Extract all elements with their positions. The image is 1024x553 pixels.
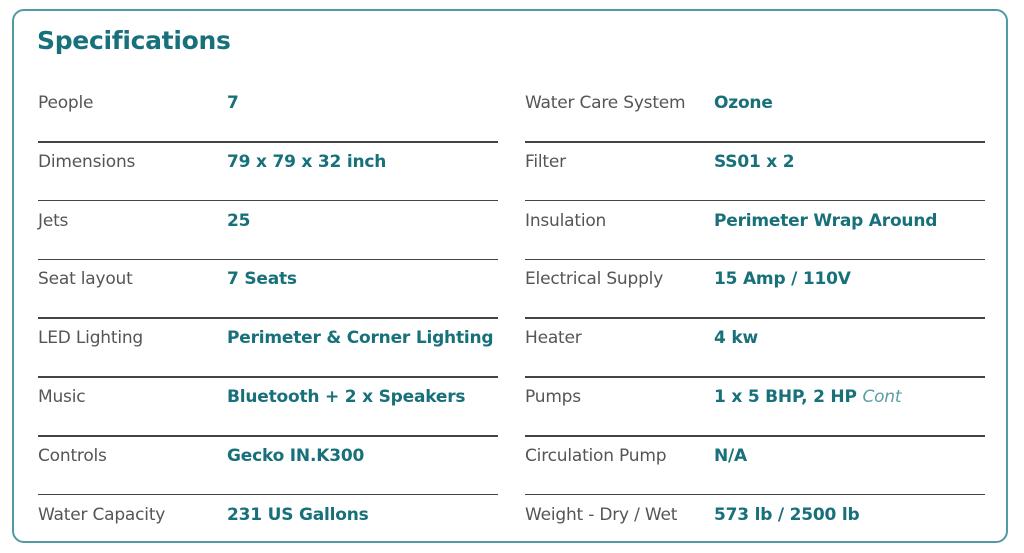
- row-divider: [525, 493, 985, 496]
- spec-value-text: Ozone: [714, 93, 773, 113]
- spec-label: Filter: [525, 151, 566, 172]
- row-divider: [38, 435, 498, 437]
- spec-row: Jets 25: [38, 138, 498, 261]
- spec-value-text: 25: [227, 210, 251, 231]
- spec-value-text: 79 x 79 x 32 inch: [227, 151, 387, 172]
- spec-value-text: 1 x 5 BHP, 2 HP: [714, 387, 857, 407]
- spec-value-text: N/A: [714, 445, 747, 466]
- spec-row: Weight - Dry / Wet 573 lb / 2500 lb: [525, 432, 985, 525]
- spec-row: Water Care System Ozone: [525, 20, 985, 143]
- spec-row: Heater 4 kw: [525, 255, 985, 378]
- spec-value-text: 7: [227, 93, 239, 113]
- spec-row: Seat layout 7 Seats: [38, 196, 498, 319]
- spec-value-suffix: Cont: [862, 387, 902, 407]
- spec-label: Circulation Pump: [525, 445, 667, 466]
- spec-value: 15 Amp / 110V: [714, 269, 851, 289]
- row-divider: [38, 141, 498, 143]
- spec-label: Jets: [38, 210, 69, 231]
- spec-row: Controls Gecko IN.K300: [38, 373, 498, 496]
- row-divider: [525, 317, 985, 319]
- row-divider: [525, 258, 985, 261]
- spec-row: Dimensions 79 x 79 x 32 inch: [38, 79, 498, 202]
- spec-label: Music: [38, 387, 86, 407]
- spec-label: Water Capacity: [38, 504, 166, 525]
- spec-row: Insulation Perimeter Wrap Around: [525, 138, 985, 261]
- row-divider: [38, 493, 498, 496]
- row-divider: [525, 376, 985, 378]
- row-divider: [38, 376, 498, 378]
- spec-row: Electrical Supply 15 Amp / 110V: [525, 196, 985, 319]
- row-divider: [525, 199, 985, 202]
- spec-value-text: 4 kw: [714, 328, 758, 349]
- spec-value: SS01 x 2: [714, 151, 795, 172]
- spec-label: Insulation: [525, 210, 607, 231]
- spec-value: 231 US Gallons: [227, 505, 369, 525]
- spec-value: Gecko IN.K300: [227, 446, 364, 466]
- spec-row: People 7: [38, 20, 498, 143]
- spec-value-text: 573 lb / 2500 lb: [714, 504, 860, 525]
- spec-value: 79 x 79 x 32 inch: [227, 152, 386, 172]
- spec-value-text: 15 Amp / 110V: [714, 269, 851, 290]
- specifications-card: [12, 9, 1008, 543]
- row-divider: [525, 141, 985, 143]
- row-divider: [38, 317, 498, 319]
- spec-label: Dimensions: [38, 151, 136, 172]
- spec-value: 7 Seats: [227, 269, 297, 289]
- spec-value-text: Perimeter & Corner Lighting: [227, 328, 494, 349]
- spec-value: 4 kw: [714, 328, 758, 348]
- spec-value: 25: [227, 211, 250, 231]
- spec-label: Controls: [38, 445, 107, 466]
- row-divider: [38, 258, 498, 261]
- spec-row: Circulation Pump N/A: [525, 373, 985, 496]
- spec-value: Perimeter & Corner Lighting: [227, 328, 494, 349]
- row-divider: [525, 435, 985, 437]
- spec-value: 7: [227, 93, 239, 113]
- spec-value: N/A: [714, 446, 747, 466]
- page-title: Specifications: [37, 26, 231, 55]
- spec-value-text: Bluetooth + 2 x Speakers: [227, 387, 466, 407]
- spec-value: Bluetooth + 2 x Speakers: [227, 387, 466, 407]
- spec-label: People: [38, 93, 94, 113]
- spec-label: Weight - Dry / Wet: [525, 504, 678, 525]
- spec-value-text: SS01 x 2: [714, 151, 795, 172]
- spec-value: Ozone: [714, 93, 773, 113]
- row-divider: [38, 199, 498, 202]
- spec-label: Seat layout: [38, 269, 133, 290]
- spec-row: Water Capacity 231 US Gallons: [38, 432, 498, 525]
- spec-label: Electrical Supply: [525, 269, 664, 290]
- spec-label: Heater: [525, 328, 582, 349]
- spec-row: LED Lighting Perimeter & Corner Lighting: [38, 255, 498, 378]
- spec-value: Perimeter Wrap Around: [714, 211, 937, 231]
- spec-value-text: Perimeter Wrap Around: [714, 210, 938, 231]
- spec-value: 1 x 5 BHP, 2 HP Cont: [714, 387, 902, 407]
- spec-value-text: 231 US Gallons: [227, 504, 369, 525]
- spec-row: Pumps 1 x 5 BHP, 2 HP Cont: [525, 314, 985, 437]
- spec-value-text: 7 Seats: [227, 269, 297, 290]
- spec-label: LED Lighting: [38, 328, 144, 349]
- spec-label: Pumps: [525, 387, 581, 407]
- spec-value: 573 lb / 2500 lb: [714, 504, 860, 525]
- spec-row: Music Bluetooth + 2 x Speakers: [38, 314, 498, 437]
- spec-label: Water Care System: [525, 93, 686, 113]
- spec-row: Filter SS01 x 2: [525, 79, 985, 202]
- spec-value-text: Gecko IN.K300: [227, 445, 365, 466]
